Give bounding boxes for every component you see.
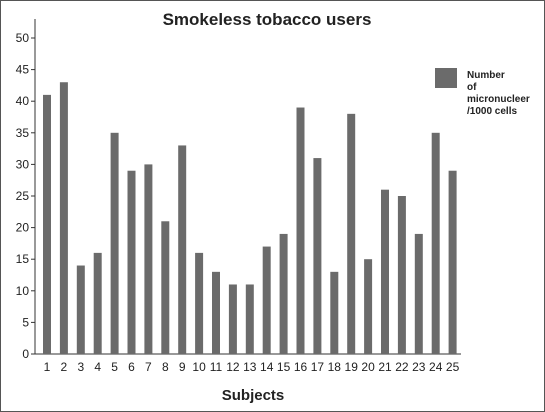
x-tick-label: 1 bbox=[44, 360, 51, 374]
bar-subject-13 bbox=[245, 284, 254, 354]
x-tick-label: 18 bbox=[328, 360, 342, 374]
y-tick-label: 50 bbox=[16, 31, 30, 45]
chart-title: Smokeless tobacco users bbox=[163, 10, 372, 29]
y-tick-label: 25 bbox=[16, 189, 30, 203]
bar-subject-22 bbox=[397, 196, 406, 354]
bar-subject-9 bbox=[178, 145, 187, 354]
x-tick-label: 20 bbox=[361, 360, 375, 374]
x-tick-label: 17 bbox=[311, 360, 325, 374]
legend-label-line: Number bbox=[467, 70, 505, 81]
x-tick-label: 7 bbox=[145, 360, 152, 374]
bar-subject-19 bbox=[347, 113, 356, 354]
x-tick-group: 1 2 3 4 5 6 7 8 9 10 11 12 13 14 15 16 17 18 19 20 21 22 23 24 2… bbox=[44, 360, 460, 374]
x-tick-label: 5 bbox=[111, 360, 118, 374]
y-tick-label: 10 bbox=[16, 284, 30, 298]
bar-subject-20 bbox=[364, 259, 373, 354]
y-tick-label: 0 bbox=[22, 347, 29, 361]
x-tick-label: 6 bbox=[128, 360, 135, 374]
legend-label-line: of bbox=[467, 82, 477, 93]
legend-label-line: micronucleer bbox=[467, 94, 530, 105]
x-tick-label: 24 bbox=[429, 360, 443, 374]
bar-subject-18 bbox=[330, 271, 339, 354]
x-tick-label: 10 bbox=[192, 360, 206, 374]
x-axis-label: Subjects bbox=[222, 387, 285, 404]
legend-label-line: /1000 cells bbox=[467, 106, 517, 117]
y-tick-label: 45 bbox=[16, 63, 30, 77]
bar-subject-16 bbox=[296, 107, 305, 355]
x-tick-label: 21 bbox=[378, 360, 392, 374]
y-tick-group: 0 5 10 15 20 25 30 35 40 45 50 bbox=[16, 31, 35, 361]
bar-subject-17 bbox=[313, 158, 322, 354]
x-tick-label: 12 bbox=[226, 360, 240, 374]
bar-group bbox=[43, 82, 457, 355]
x-tick-label: 22 bbox=[395, 360, 409, 374]
bar-subject-7 bbox=[144, 164, 153, 354]
x-tick-label: 23 bbox=[412, 360, 426, 374]
bar-subject-6 bbox=[127, 170, 136, 354]
y-tick-label: 5 bbox=[22, 315, 29, 329]
x-tick-label: 11 bbox=[210, 360, 223, 374]
x-tick-label: 2 bbox=[61, 360, 68, 374]
y-tick-label: 20 bbox=[16, 221, 30, 235]
legend-swatch bbox=[435, 68, 457, 88]
y-tick-label: 15 bbox=[16, 252, 30, 266]
y-tick-label: 35 bbox=[16, 126, 30, 140]
x-tick-label: 4 bbox=[94, 360, 101, 374]
x-tick-label: 19 bbox=[345, 360, 359, 374]
x-tick-label: 15 bbox=[277, 360, 291, 374]
x-tick-label: 8 bbox=[162, 360, 169, 374]
x-tick-label: 13 bbox=[243, 360, 257, 374]
x-tick-label: 14 bbox=[260, 360, 274, 374]
y-tick-label: 40 bbox=[16, 94, 30, 108]
bar-subject-14 bbox=[262, 246, 271, 354]
bar-subject-25 bbox=[448, 170, 457, 354]
bar-subject-5 bbox=[110, 132, 119, 354]
x-tick-label: 16 bbox=[294, 360, 308, 374]
bar-subject-24 bbox=[431, 132, 440, 354]
bar-subject-23 bbox=[414, 233, 423, 354]
bar-subject-10 bbox=[195, 252, 204, 354]
bar-subject-4 bbox=[93, 252, 102, 354]
bar-subject-21 bbox=[381, 189, 389, 354]
bar-subject-15 bbox=[279, 233, 288, 354]
bar-subject-12 bbox=[228, 284, 237, 354]
x-tick-label: 25 bbox=[446, 360, 460, 374]
x-tick-label: 9 bbox=[179, 360, 186, 374]
x-tick-label: 3 bbox=[77, 360, 84, 374]
bar-subject-8 bbox=[161, 221, 170, 354]
bar-subject-11 bbox=[212, 271, 220, 354]
bar-subject-1 bbox=[43, 94, 51, 354]
y-tick-label: 30 bbox=[16, 157, 30, 171]
bar-subject-3 bbox=[76, 265, 85, 354]
bar-subject-2 bbox=[59, 82, 68, 355]
